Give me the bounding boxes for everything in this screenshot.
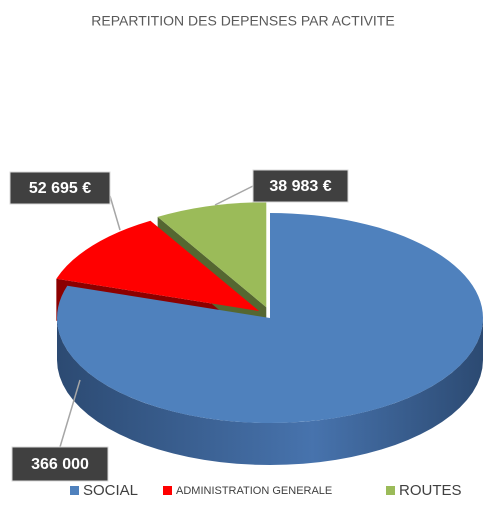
data-label-box xyxy=(9,171,111,205)
leader-line xyxy=(214,185,254,206)
data-label: 38 983 € xyxy=(269,178,331,195)
legend-label: SOCIAL xyxy=(83,482,138,499)
data-label: 366 000 xyxy=(31,456,89,473)
chart-title: REPARTITION DES DEPENSES PAR ACTIVITE xyxy=(91,13,394,29)
legend-label: ADMINISTRATION GENERALE xyxy=(176,485,332,497)
pie-slice-side xyxy=(57,318,483,465)
data-label-box xyxy=(11,446,109,482)
leader-line xyxy=(109,195,121,231)
pie-slice xyxy=(157,202,267,308)
legend-swatch xyxy=(70,486,79,495)
leader-line xyxy=(59,379,81,448)
legend-swatch xyxy=(386,486,395,495)
pie-slice xyxy=(56,220,260,312)
legend-swatch xyxy=(163,486,172,495)
pie-slice xyxy=(57,213,483,424)
legend-label: ROUTES xyxy=(399,482,462,499)
data-label: 52 695 € xyxy=(29,180,91,197)
pie-tops xyxy=(56,202,483,424)
data-label-box xyxy=(252,169,349,203)
